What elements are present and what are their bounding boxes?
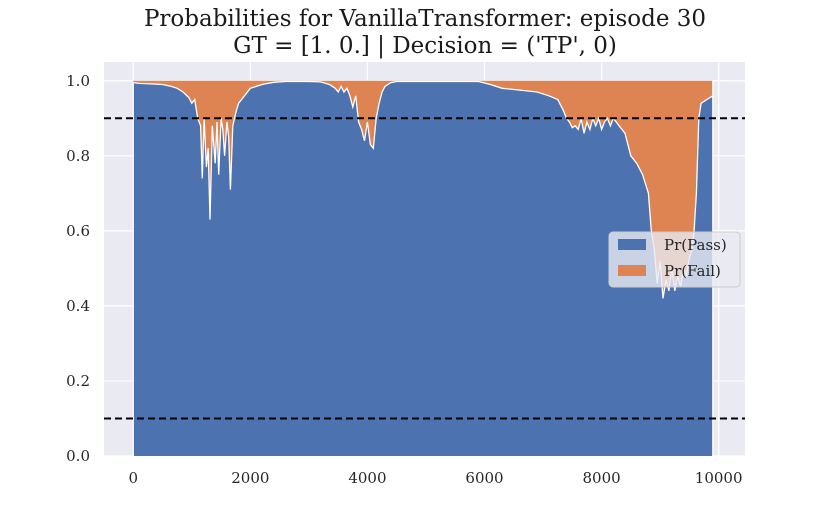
chart-title: Probabilities for VanillaTransformer: ep… bbox=[144, 6, 706, 32]
legend: Pr(Pass) Pr(Fail) bbox=[608, 231, 741, 288]
y-tick-label: 0.0 bbox=[66, 447, 90, 465]
threshold-lines bbox=[104, 117, 745, 420]
y-tick-label: 0.4 bbox=[66, 297, 90, 315]
legend-label-pass: Pr(Pass) bbox=[664, 236, 727, 254]
x-tick-label: 0 bbox=[128, 469, 138, 487]
x-tick-label: 6000 bbox=[465, 469, 503, 487]
legend-label-fail: Pr(Fail) bbox=[664, 262, 721, 280]
y-tick-label: 0.6 bbox=[66, 222, 90, 240]
y-tick-label: 0.8 bbox=[66, 147, 90, 165]
x-axis: 0 2000 4000 6000 8000 10000 bbox=[128, 469, 742, 487]
area-fail bbox=[133, 80, 713, 299]
x-tick-label: 2000 bbox=[231, 469, 269, 487]
x-tick-label: 4000 bbox=[348, 469, 386, 487]
area-pass bbox=[133, 81, 713, 456]
y-tick-label: 0.2 bbox=[66, 372, 90, 390]
y-tick-label: 1.0 bbox=[66, 72, 90, 90]
x-tick-label: 8000 bbox=[582, 469, 620, 487]
x-tick-label: 10000 bbox=[695, 469, 743, 487]
legend-swatch-fail bbox=[618, 265, 646, 276]
legend-swatch-pass bbox=[618, 239, 646, 250]
y-axis: 0.0 0.2 0.4 0.6 0.8 1.0 bbox=[66, 72, 90, 465]
chart-subtitle: GT = [1. 0.] | Decision = ('TP', 0) bbox=[233, 33, 617, 59]
